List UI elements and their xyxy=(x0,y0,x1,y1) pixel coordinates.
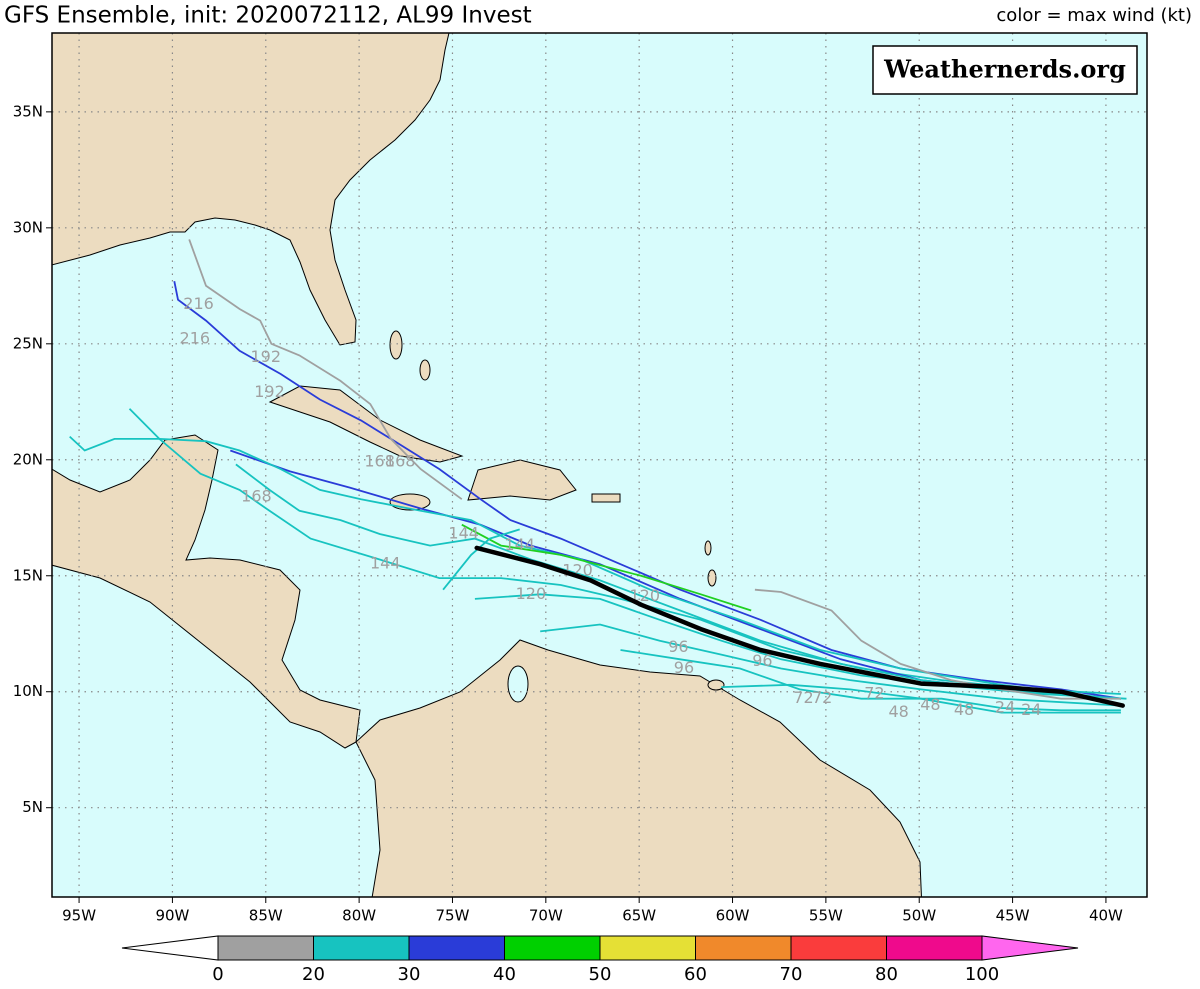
x-tick-label: 95W xyxy=(62,907,96,925)
colorbar-label: 20 xyxy=(302,964,325,985)
forecast-hour-label: 72 xyxy=(864,684,884,703)
forecast-hour-label: 192 xyxy=(250,347,281,366)
ensemble-track xyxy=(474,593,1127,700)
ensemble-track xyxy=(754,588,1121,700)
x-tick-label: 90W xyxy=(155,907,189,925)
mean-track xyxy=(474,545,1125,708)
y-tick-label: 25N xyxy=(13,334,43,352)
colorbar-segment xyxy=(217,935,314,961)
y-tick-label: 10N xyxy=(13,682,43,700)
x-tick-label: 60W xyxy=(716,907,750,925)
legend-title: color = max wind (kt) xyxy=(996,5,1192,26)
colorbar-label: 40 xyxy=(493,964,516,985)
colorbar-label: 60 xyxy=(684,964,707,985)
ensemble-track xyxy=(461,523,752,612)
colorbar-under xyxy=(121,935,219,961)
forecast-hour-label: 192 xyxy=(254,382,285,401)
x-tick-label: 55W xyxy=(809,907,843,925)
bahamas xyxy=(389,330,403,360)
north-america xyxy=(52,33,450,346)
y-tick-label: 5N xyxy=(22,798,43,816)
colorbar-label: 0 xyxy=(212,964,223,985)
forecast-hour-label: 168 xyxy=(364,452,395,471)
forecast-hour-label: 48 xyxy=(889,702,909,721)
forecast-hour-label: 216 xyxy=(183,294,214,313)
colorbar-segment xyxy=(313,935,410,961)
colorbar-over xyxy=(981,935,1079,961)
grid: 95W 90W 85W 80W 75W 70W 65W 60W 55W 50W 45W 40W 5N 10… xyxy=(13,33,1147,925)
x-tick-label: 65W xyxy=(622,907,656,925)
lesser-antilles xyxy=(704,540,712,556)
colorbar-segment xyxy=(599,935,696,961)
colorbar-segment xyxy=(504,935,601,961)
colorbar-label: 70 xyxy=(780,964,803,985)
bahamas xyxy=(419,359,431,381)
land xyxy=(52,33,922,897)
puerto-rico xyxy=(591,493,621,503)
x-tick-label: 85W xyxy=(249,907,283,925)
forecast-hour-label: 24 xyxy=(1021,700,1041,719)
colorbar-segment xyxy=(408,935,505,961)
ensemble-track xyxy=(69,435,1112,700)
forecast-hour-label: 96 xyxy=(668,637,688,656)
forecast-hour-label: 72 xyxy=(793,688,813,707)
colorbar-label: 80 xyxy=(875,964,898,985)
forecast-hour-label: 72 xyxy=(812,688,832,707)
colorbar-segment xyxy=(886,935,983,961)
x-tick-label: 50W xyxy=(902,907,936,925)
ensemble-track xyxy=(721,683,1121,714)
forecast-hour-label: 48 xyxy=(920,695,940,714)
forecast-hour-label: 24 xyxy=(995,697,1015,716)
lesser-antilles xyxy=(707,569,717,587)
ensemble-track xyxy=(540,623,1121,707)
forecast-hour-label: 216 xyxy=(180,329,211,348)
colorbar-segment xyxy=(695,935,792,961)
forecast-hour-label: 96 xyxy=(752,651,772,670)
hispaniola xyxy=(467,459,577,501)
forecast-hour-label: 144 xyxy=(448,524,479,543)
y-tick-label: 20N xyxy=(13,450,43,468)
lake-maracaibo xyxy=(507,665,529,703)
x-tick-label: 75W xyxy=(436,907,470,925)
y-tick-label: 15N xyxy=(13,566,43,584)
colorbar-label: 50 xyxy=(589,964,612,985)
ensemble-track xyxy=(188,239,463,500)
forecast-hour-label: 168 xyxy=(241,486,272,505)
forecast-hour-label: 96 xyxy=(674,658,694,677)
forecast-hour-label: 168 xyxy=(385,452,416,471)
watermark: Weathernerds.org xyxy=(883,55,1126,84)
y-tick-label: 35N xyxy=(13,102,43,120)
forecast-hour-label: 144 xyxy=(370,554,401,573)
forecast-hour-label: 48 xyxy=(954,700,974,719)
colorbar-label: 30 xyxy=(398,964,421,985)
y-tick-label: 30N xyxy=(13,218,43,236)
x-tick-label: 45W xyxy=(996,907,1030,925)
colorbar: 0 20 30 40 50 60 70 80 100 xyxy=(121,935,1079,985)
x-tick-label: 80W xyxy=(342,907,376,925)
x-tick-label: 40W xyxy=(1089,907,1123,925)
map-frame xyxy=(51,32,1148,898)
trinidad xyxy=(707,679,725,691)
title: GFS Ensemble, init: 2020072112, AL99 Inv… xyxy=(4,3,532,29)
forecast-hour-label: 144 xyxy=(504,535,535,554)
x-tick-label: 70W xyxy=(529,907,563,925)
colorbar-segment xyxy=(790,935,887,961)
ensemble-track xyxy=(620,649,1121,712)
forecast-hour-label: 120 xyxy=(516,584,547,603)
colorbar-label: 100 xyxy=(965,964,999,985)
watermark-box xyxy=(872,45,1138,95)
